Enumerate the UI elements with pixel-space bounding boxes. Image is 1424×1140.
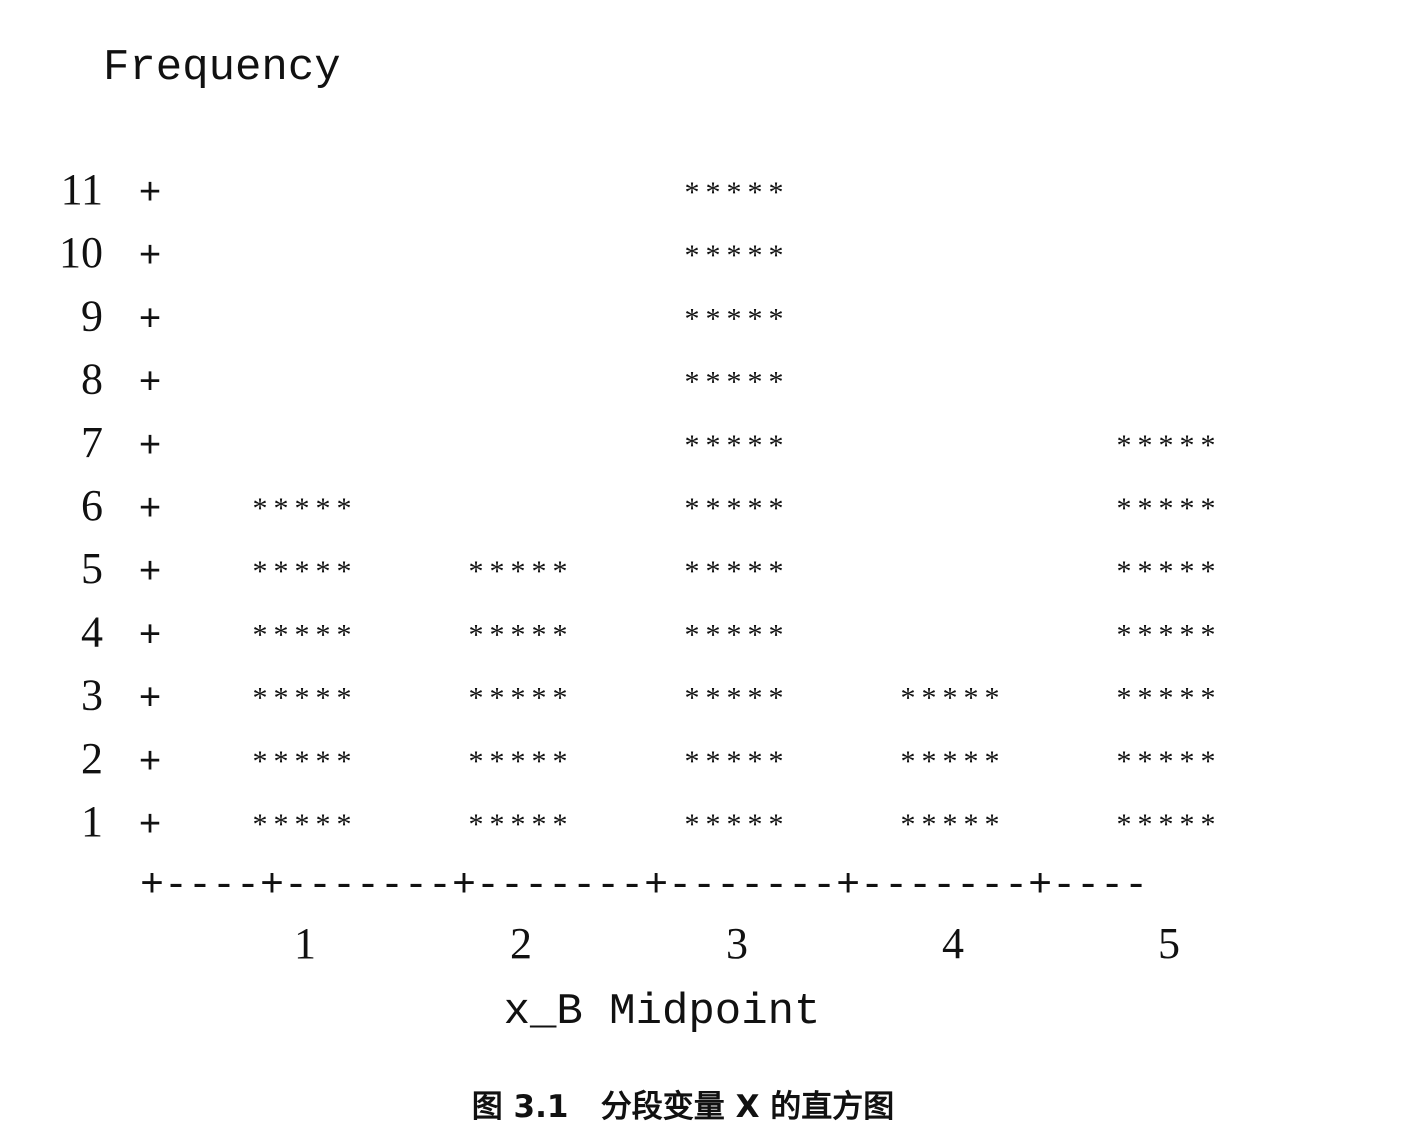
bar-1-row-1: ***** [253, 808, 358, 841]
bar-5-row-6: ***** [1117, 492, 1222, 525]
bar-5-row-1: ***** [1117, 808, 1222, 841]
bar-3: ***** ***** ***** ***** ***** ***** ***** *****… [685, 176, 790, 841]
y-tick-label-11: 11 [61, 165, 103, 214]
bar-4-row-1: ***** [901, 808, 1006, 841]
bar-3-row-11: ***** [685, 176, 790, 209]
bar-5: ***** ***** ***** ***** ***** ***** ***** [1117, 429, 1222, 841]
x-tick-label-2: 2 [510, 919, 532, 968]
y-tick-label-5: 5 [81, 544, 103, 593]
y-tick-label-2: 2 [81, 734, 103, 783]
bar-2-row-1: ***** [469, 808, 574, 841]
x-axis-label: x_B Midpoint [504, 987, 821, 1037]
bar-3-row-2: ***** [685, 745, 790, 778]
y-tick-mark-7: + [139, 426, 162, 469]
bar-2: ***** ***** ***** ***** ***** [469, 555, 574, 841]
x-tick-label-1: 1 [294, 919, 316, 968]
y-tick-mark-5: + [139, 552, 162, 595]
y-tick-mark-1: + [139, 805, 162, 848]
bar-2-row-4: ***** [469, 618, 574, 651]
y-tick-label-8: 8 [81, 355, 103, 404]
x-tick-label-5: 5 [1158, 919, 1180, 968]
x-axis-tick-labels: 1 2 3 4 5 [294, 919, 1180, 968]
bar-3-row-1: ***** [685, 808, 790, 841]
y-tick-label-4: 4 [81, 607, 103, 656]
y-tick-mark-9: + [139, 299, 162, 342]
y-axis-label: Frequency [103, 43, 341, 93]
x-tick-label-3: 3 [726, 919, 748, 968]
y-tick-mark-3: + [139, 679, 162, 722]
bar-3-row-5: ***** [685, 555, 790, 588]
bar-5-row-5: ***** [1117, 555, 1222, 588]
bar-1-row-5: ***** [253, 555, 358, 588]
y-tick-mark-4: + [139, 615, 162, 658]
bar-1-row-4: ***** [253, 618, 358, 651]
y-tick-label-1: 1 [81, 797, 103, 846]
bar-3-row-10: ***** [685, 239, 790, 272]
y-tick-label-6: 6 [81, 481, 103, 530]
y-tick-mark-2: + [139, 742, 162, 785]
bar-3-row-9: ***** [685, 302, 790, 335]
y-tick-mark-8: + [139, 363, 162, 406]
bar-5-row-3: ***** [1117, 682, 1222, 715]
bar-2-row-3: ***** [469, 682, 574, 715]
bar-3-row-7: ***** [685, 429, 790, 462]
bar-3-row-3: ***** [685, 682, 790, 715]
bar-2-row-5: ***** [469, 555, 574, 588]
x-axis-line: +----+-------+-------+-------+-------+--… [140, 864, 1148, 909]
bar-5-row-2: ***** [1117, 745, 1222, 778]
bar-5-row-4: ***** [1117, 618, 1222, 651]
bar-3-row-6: ***** [685, 492, 790, 525]
bar-1-row-2: ***** [253, 745, 358, 778]
bar-1-row-6: ***** [253, 492, 358, 525]
bar-4: ***** ***** ***** [901, 682, 1006, 841]
y-tick-mark-6: + [139, 489, 162, 532]
bar-1: ***** ***** ***** ***** ***** ***** [253, 492, 358, 841]
bar-4-row-2: ***** [901, 745, 1006, 778]
bar-4-row-3: ***** [901, 682, 1006, 715]
bar-1-row-3: ***** [253, 682, 358, 715]
y-tick-label-7: 7 [81, 418, 103, 467]
bars: ****************************************… [253, 176, 1222, 841]
y-tick-mark-10: + [139, 236, 162, 279]
bar-5-row-7: ***** [1117, 429, 1222, 462]
bar-2-row-2: ***** [469, 745, 574, 778]
y-tick-label-10: 10 [59, 228, 103, 277]
y-tick-mark-11: + [139, 173, 162, 216]
figure-caption: 图 3.1 分段变量 X 的直方图 [472, 1089, 895, 1125]
y-axis-ticks: 1 +2 +3 +4 +5 +6 +7 +8 +9 +10 +11 + [59, 165, 161, 848]
bar-3-row-8: ***** [685, 366, 790, 399]
x-tick-label-4: 4 [942, 919, 964, 968]
y-tick-label-9: 9 [81, 291, 103, 340]
y-tick-label-3: 3 [81, 671, 103, 720]
bar-3-row-4: ***** [685, 618, 790, 651]
